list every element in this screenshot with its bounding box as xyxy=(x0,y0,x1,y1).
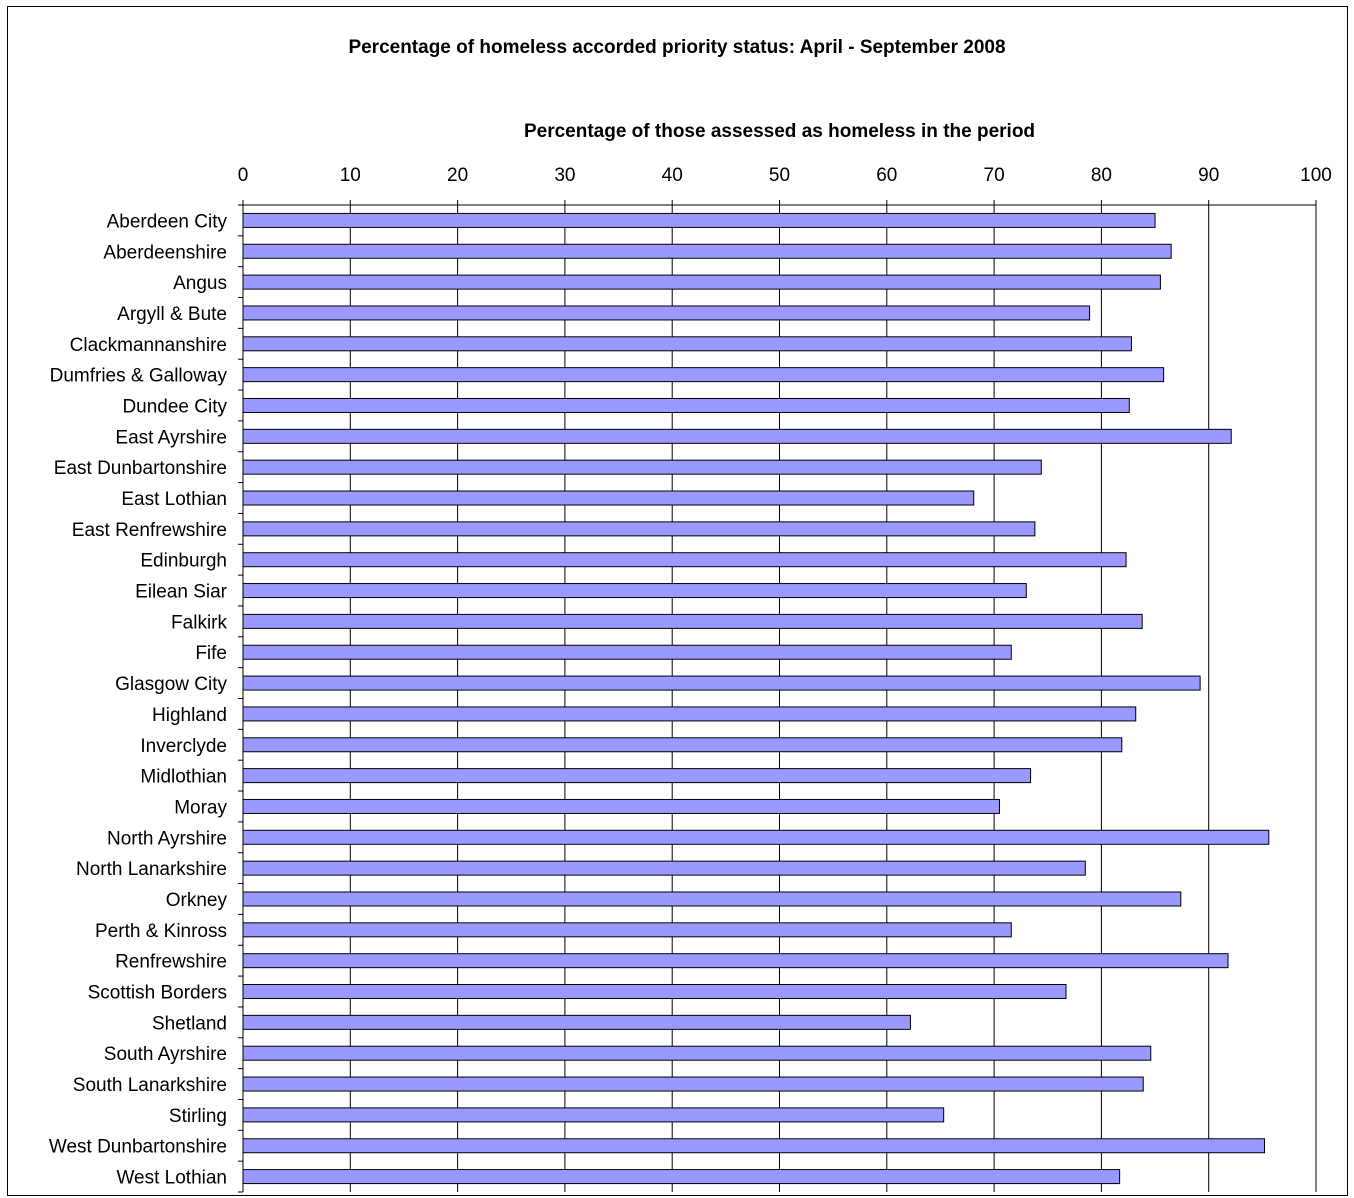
x-tick-label: 40 xyxy=(662,165,683,186)
category-label: Aberdeen City xyxy=(107,211,228,232)
category-label: Clackmannanshire xyxy=(70,335,227,356)
bar xyxy=(242,922,1012,938)
category-label: Argyll & Bute xyxy=(117,304,227,325)
category-label: West Lothian xyxy=(116,1168,227,1189)
category-label: Dumfries & Galloway xyxy=(50,366,228,387)
bar xyxy=(242,367,1165,383)
category-label: North Ayrshire xyxy=(107,828,227,849)
category-label: Midlothian xyxy=(140,767,227,788)
bar xyxy=(242,644,1012,660)
category-label: West Dunbartonshire xyxy=(49,1137,227,1158)
bar xyxy=(242,860,1086,876)
category-label: East Lothian xyxy=(121,489,227,510)
bar xyxy=(242,891,1182,907)
category-label: Dundee City xyxy=(122,396,227,417)
category-label: Aberdeenshire xyxy=(103,242,227,263)
bar xyxy=(242,1169,1121,1185)
x-tick-label: 10 xyxy=(340,165,361,186)
x-tick-label: 60 xyxy=(876,165,897,186)
x-tick-label: 0 xyxy=(238,165,249,186)
chart-title: Percentage of homeless accorded priority… xyxy=(348,37,1006,58)
category-label: Fife xyxy=(195,643,227,664)
category-label: Eilean Siar xyxy=(135,582,228,603)
bar xyxy=(242,613,1143,629)
category-label: Angus xyxy=(173,273,227,294)
bar xyxy=(242,212,1156,228)
x-tick-label: 20 xyxy=(447,165,468,186)
axes xyxy=(238,200,1317,1193)
category-label: Edinburgh xyxy=(140,551,227,572)
x-tick-label: 50 xyxy=(769,165,790,186)
x-tick-label: 90 xyxy=(1198,165,1219,186)
category-labels: Aberdeen City Aberdeenshire Angus Argyll & … xyxy=(49,211,228,1188)
bar xyxy=(242,274,1161,290)
x-tick-label: 70 xyxy=(984,165,1005,186)
bar xyxy=(242,243,1172,259)
bar xyxy=(242,675,1201,691)
category-label: North Lanarkshire xyxy=(76,859,227,880)
category-label: Moray xyxy=(174,797,227,818)
bar xyxy=(242,521,1036,537)
category-label: East Renfrewshire xyxy=(72,520,227,541)
bars xyxy=(242,212,1270,1185)
bar xyxy=(242,1014,911,1030)
bar xyxy=(242,397,1130,413)
bar xyxy=(242,984,1067,1000)
bar xyxy=(242,1138,1265,1154)
category-label: East Dunbartonshire xyxy=(54,458,227,479)
x-tick-labels: 0 10 20 30 40 50 60 70 80 90 100 xyxy=(238,165,1332,186)
x-tick-label: 80 xyxy=(1091,165,1112,186)
bar xyxy=(242,953,1229,969)
category-label: Perth & Kinross xyxy=(95,921,227,942)
category-label: Highland xyxy=(152,705,227,726)
bar xyxy=(242,428,1232,444)
category-label: Scottish Borders xyxy=(88,983,227,1004)
category-label: South Lanarkshire xyxy=(73,1075,227,1096)
category-label: Renfrewshire xyxy=(115,952,227,973)
category-label: Falkirk xyxy=(171,612,227,633)
category-label: Orkney xyxy=(166,890,228,911)
bar xyxy=(242,305,1091,321)
bar xyxy=(242,706,1137,722)
category-label: Glasgow City xyxy=(115,674,227,695)
bar xyxy=(242,336,1132,352)
bar xyxy=(242,1045,1152,1061)
category-label: Stirling xyxy=(169,1106,227,1127)
bar xyxy=(242,829,1270,845)
bar xyxy=(242,737,1123,753)
bar xyxy=(242,490,975,506)
category-label: Shetland xyxy=(152,1013,227,1034)
bar xyxy=(242,798,1000,814)
gridlines xyxy=(349,205,1317,1192)
bar xyxy=(242,768,1032,784)
bar xyxy=(242,1076,1144,1092)
x-tick-label: 100 xyxy=(1300,165,1332,186)
category-label: East Ayrshire xyxy=(115,427,227,448)
category-label: South Ayrshire xyxy=(104,1044,227,1065)
bar xyxy=(242,1107,945,1123)
bar xyxy=(242,552,1127,568)
x-axis-title: Percentage of those assessed as homeless… xyxy=(523,121,1036,142)
x-tick-label: 30 xyxy=(554,165,575,186)
category-label: Inverclyde xyxy=(140,736,227,757)
bar xyxy=(242,459,1042,475)
bar xyxy=(242,583,1027,599)
